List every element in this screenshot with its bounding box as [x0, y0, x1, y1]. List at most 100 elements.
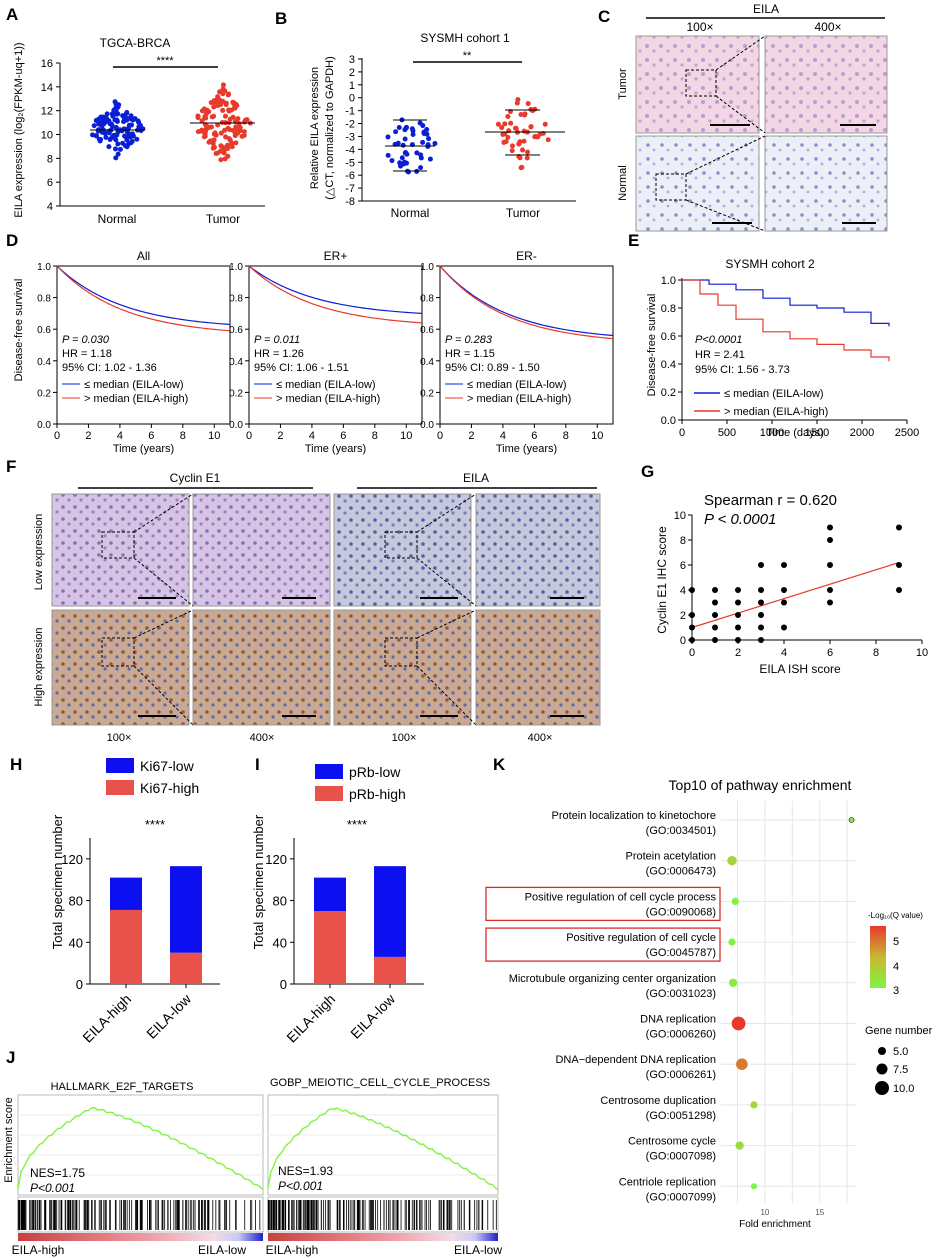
panel-c-mag-400: 400× [814, 20, 841, 34]
panel-a-dot-tumor [218, 101, 224, 107]
panel-d-ci: 95% CI: 1.02 - 1.36 [62, 362, 157, 374]
panel-g-point [781, 562, 787, 568]
panel-a-dot-normal [96, 136, 102, 142]
panel-f-row-low: Low expression [33, 514, 45, 590]
panel-a-dot-tumor [218, 143, 224, 149]
panel-g-ytick-label: 2 [680, 610, 686, 622]
panel-d-xtick-label: 10 [591, 430, 603, 442]
panel-b-ytick-label: -4 [345, 144, 355, 156]
panel-d-curve-low [439, 265, 614, 337]
panel-k-xtick-label: 15 [815, 1208, 824, 1217]
panel-e-xtick-label: 500 [718, 427, 736, 439]
panel-d-legend-high: > median (EILA-high) [276, 393, 380, 405]
panel-d-xlabel: Time (years) [305, 443, 366, 455]
panel-b-dot-tumor [500, 131, 506, 137]
panel-f-row-high: High expression [33, 628, 45, 707]
panel-a-dot-normal [113, 101, 119, 107]
panel-e-xtick-label: 0 [679, 427, 685, 439]
panel-a-dot-normal [124, 137, 130, 143]
panel-b-dot-tumor [528, 124, 534, 130]
panel-b-ytick-label: 3 [349, 54, 355, 66]
panel-d-legend-low: ≤ median (EILA-low) [467, 379, 567, 391]
panel-a-ytick-label: 8 [47, 153, 53, 165]
panel-b-sig: ** [463, 50, 472, 62]
panel-letter-e: E [628, 231, 639, 250]
panel-a-yticks: 4 6 8 10 12 14 16 [41, 58, 60, 213]
panel-h-sig: **** [145, 817, 165, 832]
panel-c-row-normal: Normal [617, 165, 629, 200]
panel-b-dot-tumor [508, 120, 514, 126]
panel-d-hr: HR = 1.15 [445, 348, 495, 360]
panel-j-nes-1: NES=1.75 [30, 1166, 85, 1180]
panel-a-dot-tumor [236, 121, 242, 127]
panel-k-dot [735, 1141, 744, 1150]
panel-a-dot-normal [132, 116, 138, 122]
panel-k-highlight-box [485, 927, 721, 962]
panel-j-p-1: P<0.001 [30, 1181, 75, 1195]
panel-g-xlabel: EILA ISH score [759, 662, 841, 676]
panel-k-dot [848, 817, 855, 823]
panel-c-row-tumor: Tumor [617, 68, 629, 100]
panel-a-xcat-tumor: Tumor [206, 212, 240, 226]
panel-g-point [896, 524, 902, 531]
panel-j-title-2: GOBP_MEIOTIC_CELL_CYCLE_PROCESS [270, 1077, 490, 1089]
panel-a-dot-normal [124, 109, 130, 115]
panel-b-dot-tumor [513, 126, 519, 132]
panel-g-point [758, 637, 764, 643]
panel-a-dot-tumor [209, 124, 215, 130]
panel-h-legend-low: Ki67-low [140, 758, 195, 774]
panel-a-dot-tumor [222, 113, 228, 119]
panel-g-ytick-label: 8 [680, 535, 686, 547]
panel-d-ytick-label: 0.8 [229, 294, 243, 305]
panel-b-dot-normal [420, 139, 426, 145]
panel-b-ytick-label: -8 [345, 196, 355, 208]
panel-a-dot-tumor [222, 88, 228, 94]
panel-a-dot-normal [99, 123, 105, 129]
panel-b-dot-normal [418, 165, 424, 171]
panel-g-point [689, 587, 695, 593]
panel-i-bar-high [374, 956, 406, 984]
panel-k-row-label: Centriole replication [619, 1176, 716, 1188]
panel-k-row-goid: (GO:0034501) [646, 825, 716, 837]
panel-d-xtick-label: 4 [117, 430, 123, 442]
panel-d-ytick-label: 0.0 [229, 420, 243, 431]
panel-g-point [781, 587, 787, 593]
panel-d-plot-3: ER- 0 2 4 6 8 10 0.0 0.2 0.4 0.6 0.8 1.0 Time (years)… [420, 249, 614, 455]
panel-g-point [827, 562, 833, 568]
panel-g-ytick-label: 10 [674, 510, 686, 522]
panel-f-mag-1: 100× [107, 732, 132, 744]
panel-b-ytick-label: -7 [345, 183, 355, 195]
panel-b-ytick-label: -2 [345, 119, 355, 131]
panel-a-dot-tumor [225, 145, 231, 151]
panel-a-dot-normal [100, 114, 106, 120]
panel-d-ytick-label: 0.6 [37, 325, 51, 336]
panel-c-micrographs [635, 35, 888, 232]
panel-g-point [712, 637, 718, 643]
panel-a-dot-tumor [213, 150, 219, 156]
panel-g-fit-line [691, 561, 900, 629]
panel-d-subtitle: ER+ [324, 249, 348, 263]
panel-d-ytick-label: 1.0 [229, 262, 243, 273]
panel-k-q-tick-3: 3 [893, 985, 899, 997]
panel-j-es-curve [267, 1107, 499, 1191]
panel-b-dot-normal [426, 136, 432, 142]
panel-a-dot-normal [124, 116, 130, 122]
panel-a-dot-tumor [227, 116, 233, 122]
panel-b-dot-tumor [521, 138, 527, 144]
panel-k-xlabel: Fold enrichment [739, 1219, 811, 1230]
panel-i-ylabel: Total specimen number [251, 814, 266, 949]
panel-i-ytick-label: 0 [280, 977, 287, 992]
panel-b-dot-normal [414, 150, 420, 156]
panel-a-dot-tumor [209, 114, 215, 120]
panel-h-xcat: EILA-high [79, 991, 134, 1046]
panel-e-ytick-label: 0.4 [661, 359, 676, 371]
panel-a-dot-normal [117, 146, 123, 152]
panel-k-dot [728, 978, 738, 987]
panel-b-dot-normal [385, 152, 391, 158]
panel-g-point [712, 599, 718, 606]
panel-letter-k: K [493, 755, 506, 774]
panel-c-title: EILA [753, 2, 779, 16]
panel-b-dot-tumor [505, 134, 511, 140]
panel-a-ytick-label: 14 [41, 82, 53, 94]
